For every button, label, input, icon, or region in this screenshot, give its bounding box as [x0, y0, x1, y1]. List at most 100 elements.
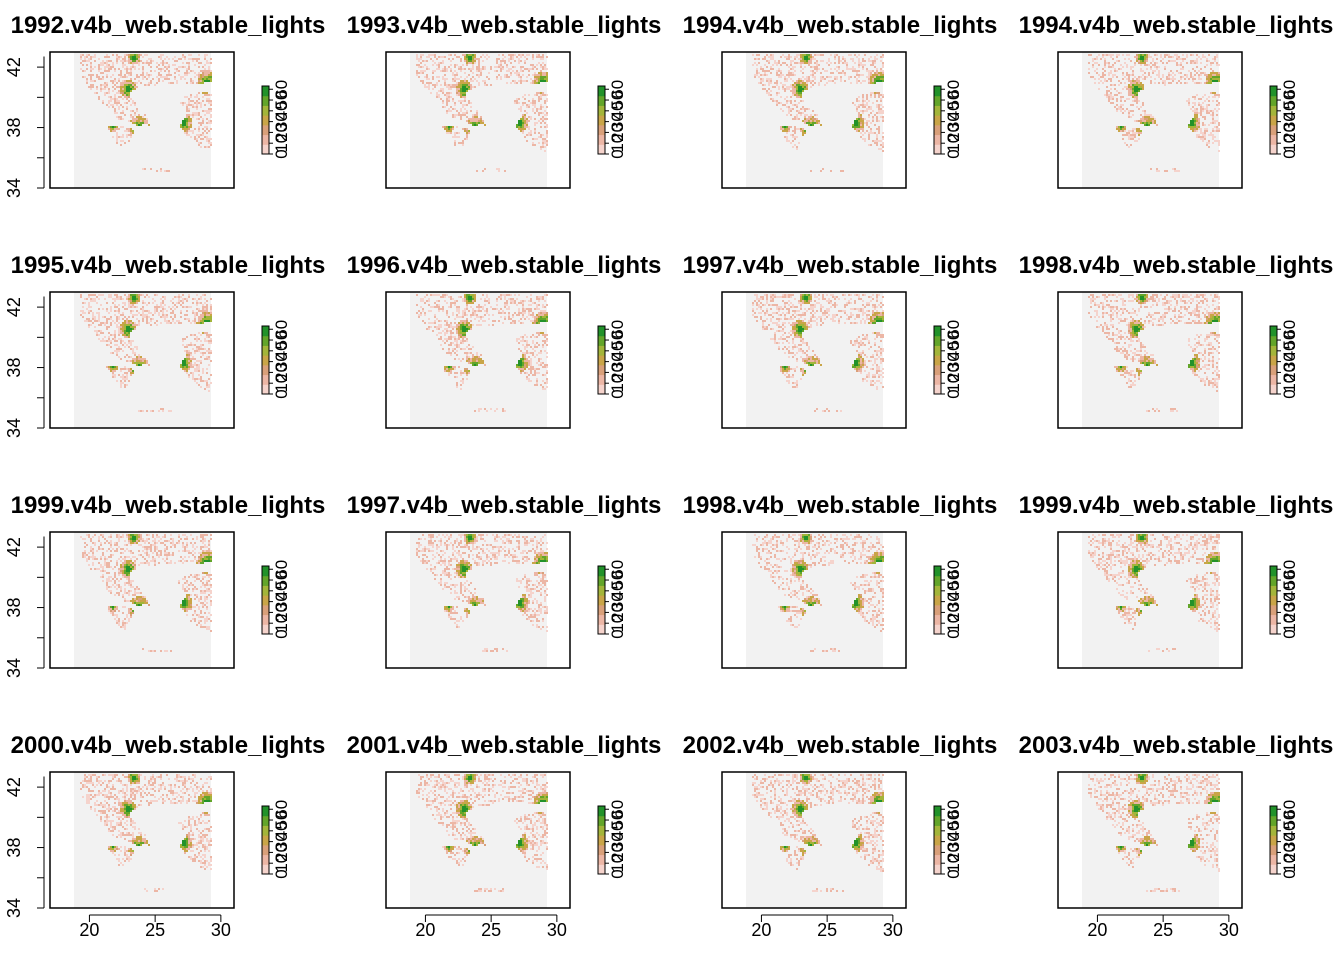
raster-cell — [94, 316, 96, 318]
raster-cell — [1126, 86, 1128, 88]
raster-cell — [470, 324, 472, 326]
raster-cell — [834, 68, 836, 70]
raster-cell — [172, 312, 174, 314]
raster-cell — [196, 294, 198, 296]
raster-cell — [130, 90, 132, 92]
raster-cell — [194, 380, 196, 382]
raster-cell — [1142, 70, 1144, 72]
raster-cell — [452, 298, 454, 300]
raster-cell — [1212, 78, 1214, 80]
raster-cell — [516, 70, 518, 72]
raster-cell — [460, 332, 462, 334]
raster-cell — [458, 336, 460, 338]
raster-cell — [154, 306, 156, 308]
raster-cell — [444, 70, 446, 72]
raster-cell — [426, 68, 428, 70]
raster-cell — [444, 68, 446, 70]
raster-cell — [542, 142, 544, 144]
raster-cell — [190, 70, 192, 72]
raster-cell — [1202, 116, 1204, 118]
raster-cell — [856, 82, 858, 84]
raster-cell — [196, 138, 198, 140]
raster-cell — [146, 360, 148, 362]
raster-cell — [456, 94, 458, 96]
raster-cell — [530, 298, 532, 300]
raster-cell — [774, 100, 776, 102]
raster-cell — [436, 76, 438, 78]
raster-cell — [188, 122, 190, 124]
raster-cell — [416, 58, 418, 60]
raster-cell — [450, 306, 452, 308]
raster-cell — [454, 338, 456, 340]
raster-cell — [472, 302, 474, 304]
raster-cell — [94, 56, 96, 58]
raster-cell — [1218, 140, 1220, 142]
raster-cell — [794, 70, 796, 72]
raster-cell — [792, 74, 794, 76]
raster-cell — [204, 130, 206, 132]
raster-cell — [1120, 128, 1122, 130]
raster-cell — [424, 314, 426, 316]
raster-cell — [816, 68, 818, 70]
raster-cell — [1136, 78, 1138, 80]
raster-cell — [800, 60, 802, 62]
raster-cell — [440, 84, 442, 86]
raster-cell — [196, 348, 198, 350]
raster-cell — [122, 60, 124, 62]
raster-cell — [442, 310, 444, 312]
raster-cell — [470, 58, 472, 60]
raster-cell — [200, 352, 202, 354]
raster-cell — [82, 316, 84, 318]
raster-cell — [194, 320, 196, 322]
raster-cell — [130, 58, 132, 60]
raster-cell — [1140, 58, 1142, 60]
raster-cell — [462, 142, 464, 144]
raster-cell — [194, 370, 196, 372]
y-axis: 343842 — [4, 297, 44, 438]
raster-cell — [858, 64, 860, 66]
raster-cell — [504, 294, 506, 296]
raster-cell — [1136, 86, 1138, 88]
raster-cell — [806, 80, 808, 82]
raster-cell — [106, 322, 108, 324]
raster-cell — [794, 86, 796, 88]
raster-cell — [148, 310, 150, 312]
raster-cell — [114, 330, 116, 332]
raster-cell — [504, 170, 506, 172]
raster-cell — [474, 58, 476, 60]
raster-cell — [774, 62, 776, 64]
raster-cell — [784, 98, 786, 100]
raster-cell — [200, 74, 202, 76]
raster-cell — [1198, 124, 1200, 126]
raster-cell — [534, 102, 536, 104]
raster-cell — [468, 82, 470, 84]
raster-cell — [798, 88, 800, 90]
raster-cell — [846, 68, 848, 70]
raster-cell — [1200, 112, 1202, 114]
raster-cell — [124, 326, 126, 328]
raster-cell — [164, 318, 166, 320]
raster-cell — [818, 54, 820, 56]
raster-cell — [456, 300, 458, 302]
raster-cell — [424, 302, 426, 304]
raster-cell — [776, 62, 778, 64]
raster-cell — [198, 384, 200, 386]
raster-cell — [204, 76, 206, 78]
raster-cell — [516, 298, 518, 300]
raster-cell — [544, 100, 546, 102]
raster-cell — [856, 108, 858, 110]
raster-plot-svg: 0102030405060 — [1008, 0, 1344, 240]
raster-cell — [124, 366, 126, 368]
raster-cell — [130, 114, 132, 116]
raster-cell — [1150, 66, 1152, 68]
raster-cell — [852, 70, 854, 72]
raster-cell — [90, 320, 92, 322]
raster-cell — [788, 106, 790, 108]
raster-cell — [520, 302, 522, 304]
raster-cell — [186, 352, 188, 354]
raster-cell — [132, 360, 134, 362]
raster-cell — [528, 344, 530, 346]
raster-cell — [124, 378, 126, 380]
raster-cell — [466, 338, 468, 340]
raster-cell — [446, 68, 448, 70]
